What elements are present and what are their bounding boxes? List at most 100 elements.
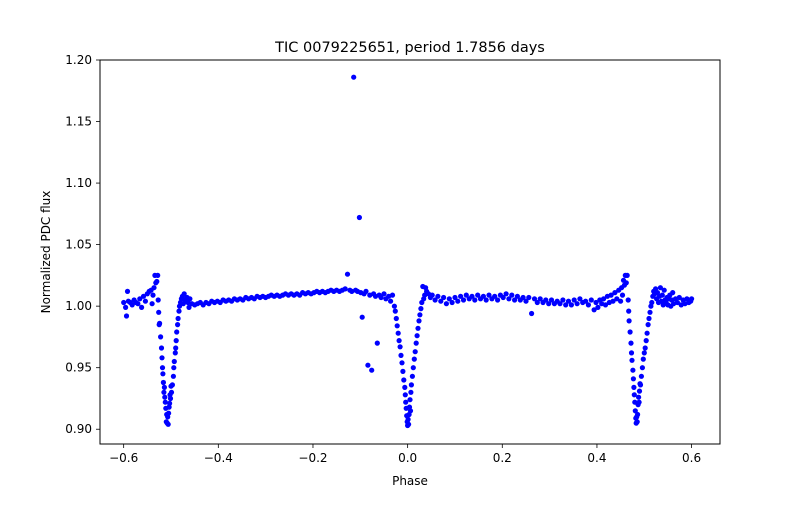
data-point <box>640 356 646 362</box>
data-point <box>365 362 371 368</box>
x-tick-label: −0.6 <box>109 451 138 465</box>
data-point <box>503 291 509 297</box>
y-tick-label: 1.15 <box>65 115 92 129</box>
x-tick-label: 0.0 <box>398 451 417 465</box>
data-point <box>408 382 414 388</box>
data-point <box>405 416 411 422</box>
data-point <box>565 298 572 304</box>
data-point <box>514 293 521 299</box>
data-point <box>161 384 167 390</box>
data-point <box>449 299 455 306</box>
data-point <box>577 296 583 302</box>
data-point <box>157 320 163 326</box>
data-point <box>167 395 174 402</box>
data-point <box>649 299 655 306</box>
data-point <box>155 297 161 303</box>
data-point <box>636 394 642 400</box>
data-point <box>162 399 168 405</box>
data-point <box>418 306 424 312</box>
y-axis-label: Normalized PDC flux <box>39 191 53 314</box>
data-point <box>398 352 404 358</box>
data-point <box>583 298 589 304</box>
data-point <box>156 309 162 315</box>
data-points <box>121 74 695 429</box>
data-point <box>410 365 416 371</box>
data-point <box>397 344 403 350</box>
data-point <box>129 302 135 308</box>
data-point <box>631 392 637 398</box>
data-point <box>645 322 651 328</box>
x-tick-label: 0.4 <box>587 451 606 465</box>
data-point <box>435 293 441 299</box>
data-point <box>618 298 624 304</box>
data-point <box>646 315 652 322</box>
data-point <box>401 377 407 383</box>
data-point <box>160 379 166 386</box>
data-point <box>181 291 187 297</box>
data-point <box>402 392 408 398</box>
data-point <box>591 307 597 313</box>
data-point <box>407 408 414 414</box>
data-point <box>412 349 418 355</box>
data-point <box>642 345 648 351</box>
data-point <box>174 329 180 335</box>
y-tick-label: 1.00 <box>65 299 92 313</box>
data-point <box>438 298 444 304</box>
data-point <box>395 330 401 336</box>
data-point <box>689 296 695 302</box>
data-point <box>612 290 618 296</box>
data-point <box>520 294 526 301</box>
x-tick-label: 0.2 <box>493 451 512 465</box>
data-point <box>557 301 563 307</box>
data-point <box>670 290 676 296</box>
data-point <box>627 329 633 335</box>
x-axis: −0.6 −0.4 −0.2 0.0 0.2 0.4 0.6 <box>109 444 701 465</box>
data-point <box>638 373 645 379</box>
data-point <box>625 297 631 303</box>
data-point <box>417 312 423 318</box>
data-point <box>175 322 181 328</box>
data-point <box>149 301 155 307</box>
data-point <box>628 350 635 356</box>
data-point <box>495 297 501 303</box>
data-point <box>391 303 397 309</box>
data-point <box>452 294 458 301</box>
data-point <box>150 292 156 298</box>
data-point <box>568 302 575 308</box>
data-point <box>637 382 644 388</box>
data-point <box>351 74 357 80</box>
data-point <box>374 340 380 346</box>
data-point <box>647 309 653 315</box>
data-point <box>500 294 506 301</box>
data-point <box>142 298 148 304</box>
data-point <box>403 399 409 405</box>
data-point <box>511 297 518 303</box>
data-point <box>531 296 538 302</box>
data-point <box>546 301 552 307</box>
data-point <box>526 294 532 301</box>
data-point <box>523 298 529 304</box>
data-point <box>409 373 415 379</box>
data-point <box>155 272 161 278</box>
data-point <box>158 334 164 340</box>
data-point <box>529 310 535 317</box>
data-point <box>406 421 412 427</box>
data-point <box>151 285 157 291</box>
data-point <box>631 384 637 390</box>
data-point <box>167 400 173 406</box>
data-point <box>483 297 489 303</box>
data-point <box>639 365 646 371</box>
y-axis: 0.90 0.95 1.00 1.05 1.10 1.15 1.20 <box>65 53 100 436</box>
data-point <box>574 301 580 307</box>
data-point <box>634 419 640 425</box>
data-point <box>400 368 406 374</box>
data-point <box>137 296 143 302</box>
data-point <box>381 291 387 297</box>
chart-title: TIC 0079225651, period 1.7856 days <box>274 40 545 56</box>
plot-frame <box>99 59 721 445</box>
data-point <box>469 293 475 299</box>
data-point <box>169 382 175 388</box>
data-point <box>363 288 369 294</box>
x-tick-label: −0.4 <box>204 451 233 465</box>
y-tick-label: 0.90 <box>65 422 92 436</box>
